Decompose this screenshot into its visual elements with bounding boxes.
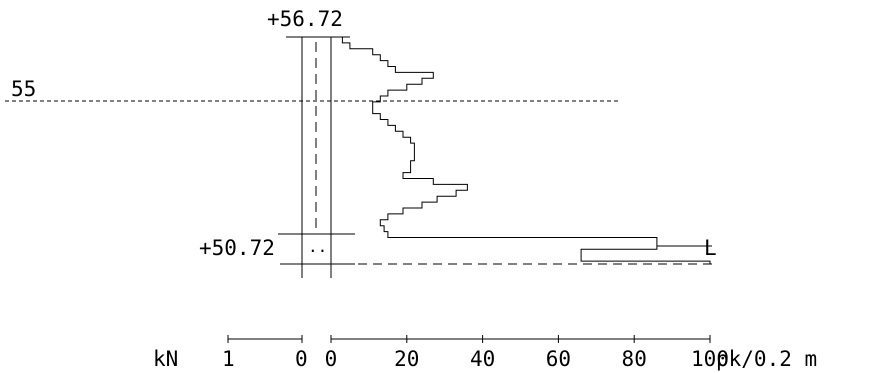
pk-scale-labels: 0 20 40 60 80 100 [325,347,729,371]
kn-tick-label-1: 1 [222,347,235,371]
kn-unit-label: kN [153,347,178,371]
pk-tick-label-100: 100 [691,347,729,371]
pk-tick-label-40: 40 [470,347,495,371]
bottom-elevation-label: +50.72 [199,236,275,260]
pk-tick-label-80: 80 [622,347,647,371]
base-symbol: .. [308,237,327,256]
pk-tick-label-0: 0 [325,347,338,371]
kn-tick-label-0: 0 [295,347,308,371]
pk-tick-label-60: 60 [546,347,571,371]
water-level-label: 55 [11,77,36,101]
pk-unit-label: pk/0.2 m [716,347,817,371]
pk-scale-ticks [330,335,711,343]
pk-tick-label-20: 20 [394,347,419,371]
stop-marker: L [704,236,717,260]
blow-count-profile [331,36,711,264]
top-elevation-label: +56.72 [267,7,343,31]
